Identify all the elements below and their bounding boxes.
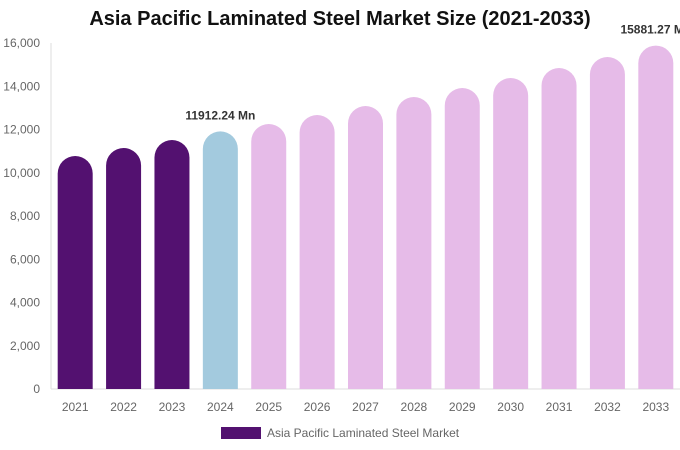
x-tick-label: 2029 [449,400,476,414]
bar-2025 [251,124,287,389]
data-label-2033: 15881.27 Mn [620,23,680,37]
y-tick-label: 2,000 [10,339,40,353]
bar-2022 [106,147,142,389]
y-tick-label: 6,000 [10,252,40,266]
legend-label: Asia Pacific Laminated Steel Market [267,426,460,440]
x-tick-label: 2023 [159,400,186,414]
x-tick-label: 2021 [62,400,89,414]
bar-2023 [154,140,190,389]
y-tick-label: 12,000 [3,123,40,137]
bar-2032 [589,56,625,389]
bar-2021 [57,156,93,389]
y-tick-label: 4,000 [10,296,40,310]
x-tick-label: 2032 [594,400,621,414]
chart-title: Asia Pacific Laminated Steel Market Size… [89,8,591,30]
y-tick-label: 8,000 [10,209,40,223]
y-tick-label: 10,000 [3,166,40,180]
y-tick-label: 0 [33,382,40,396]
x-tick-label: 2033 [642,400,669,414]
bar-2026 [299,115,335,390]
y-tick-label: 16,000 [3,36,40,50]
x-tick-label: 2028 [401,400,428,414]
y-tick-label: 14,000 [3,79,40,93]
bar-2033 [638,45,674,389]
bar-2029 [444,88,480,390]
x-tick-label: 2027 [352,400,379,414]
x-tick-label: 2030 [497,400,524,414]
bar-2028 [396,96,432,390]
data-label-2024: 11912.24 Mn [185,108,255,122]
x-tick-label: 2026 [304,400,331,414]
x-tick-label: 2024 [207,400,234,414]
x-tick-label: 2022 [110,400,137,414]
bar-2030 [493,78,529,389]
legend-swatch [221,427,261,439]
legend: Asia Pacific Laminated Steel Market [221,426,459,440]
x-tick-label: 2025 [255,400,282,414]
bar-2031 [541,68,577,390]
bar-2027 [348,105,383,389]
bar-2024 [202,131,238,389]
x-tick-label: 2031 [546,400,573,414]
